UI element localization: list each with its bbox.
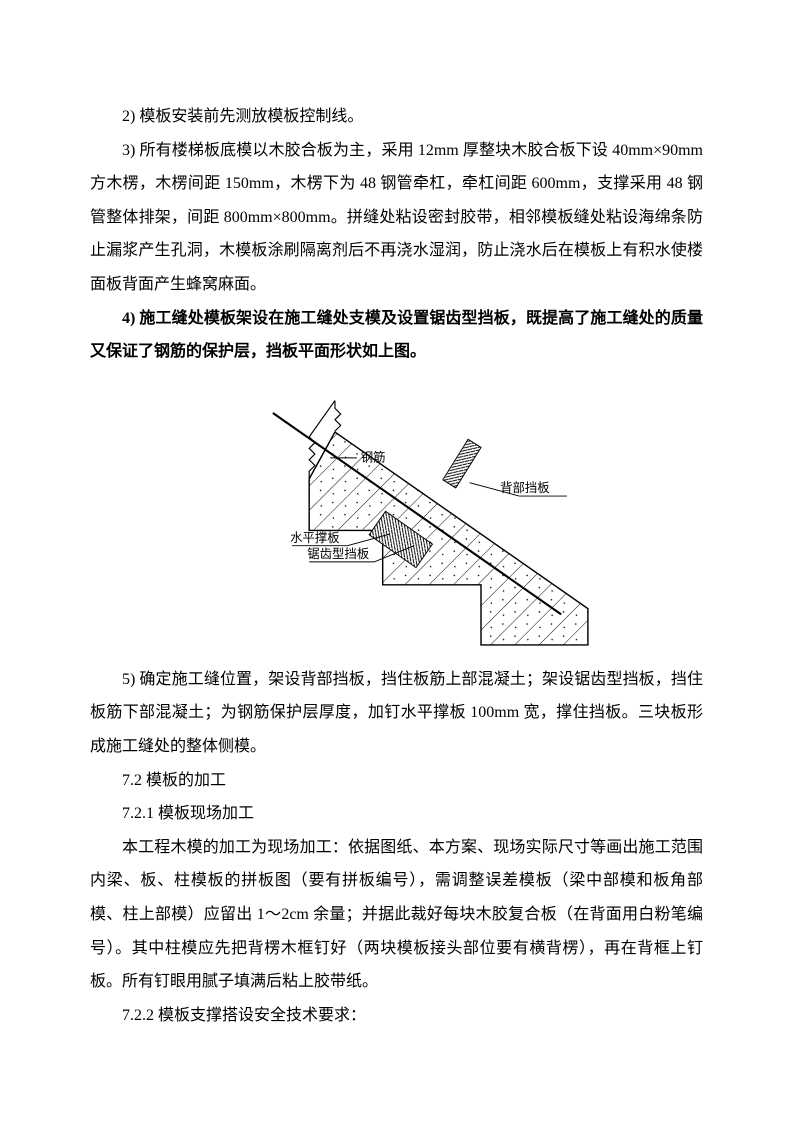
paragraph-6: 本工程木模的加工为现场加工：依据图纸、本方案、现场实际尺寸等画出施工范围内梁、板… <box>90 831 703 999</box>
document-page: 2) 模板安装前先测放模板控制线。 3) 所有楼梯板底模以木胶合板为主，采用 1… <box>0 0 793 1122</box>
paragraph-3: 3) 所有楼梯板底模以木胶合板为主，采用 12mm 厚整块木胶合板下设 40mm… <box>90 134 703 302</box>
paragraph-2: 2) 模板安装前先测放模板控制线。 <box>90 100 703 134</box>
break-connector <box>309 400 335 436</box>
diagram-container: 钢筋 背部挡板 水平撑板 锯齿型挡板 <box>90 383 703 653</box>
section-7-2-2: 7.2.2 模板支撑搭设安全技术要求： <box>90 999 703 1033</box>
section-7-2-1: 7.2.1 模板现场加工 <box>90 797 703 831</box>
label-rebar: 钢筋 <box>360 449 385 464</box>
concrete-stair-outline <box>309 432 588 645</box>
label-saw-plate: 锯齿型挡板 <box>307 546 369 561</box>
label-back-plate: 背部挡板 <box>500 480 550 495</box>
back-plate-element <box>442 439 480 488</box>
label-horiz-plate: 水平撑板 <box>290 530 340 545</box>
break-line-top <box>334 400 340 431</box>
section-7-2: 7.2 模板的加工 <box>90 764 703 798</box>
paragraph-5: 5) 确定施工缝位置，架设背部挡板，挡住板筋上部混凝土；架设锯齿型挡板，挡住板筋… <box>90 663 703 764</box>
paragraph-4-bold: 4) 施工缝处模板架设在施工缝处支模及设置锯齿型挡板，既提高了施工缝处的质量又保… <box>90 302 703 369</box>
construction-joint-diagram: 钢筋 背部挡板 水平撑板 锯齿型挡板 <box>187 383 607 653</box>
